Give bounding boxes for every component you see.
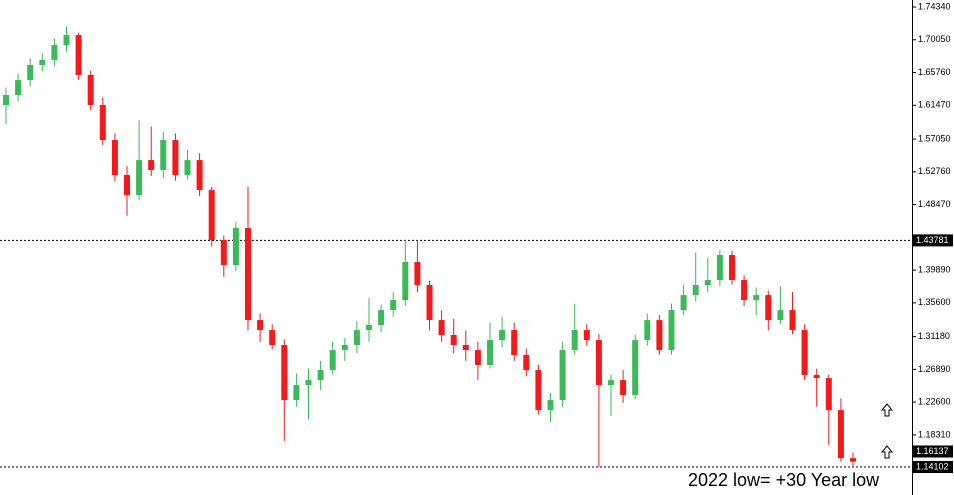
candle-body: [547, 400, 554, 411]
candle-body: [644, 320, 651, 341]
price-label: 1.16137: [916, 446, 949, 456]
candle-body: [39, 60, 46, 66]
candle-body: [789, 310, 796, 331]
candle-body: [487, 340, 493, 366]
candle-body: [704, 280, 711, 286]
candle-body: [632, 340, 639, 396]
candle-body: [87, 74, 94, 106]
candle-body: [305, 380, 312, 386]
candle-body: [51, 45, 58, 61]
candle-body: [595, 340, 602, 386]
candle-body: [390, 300, 397, 311]
y-tick-label: 1.61470: [918, 100, 951, 110]
candle-body: [523, 355, 530, 371]
candle-body: [232, 228, 239, 266]
candle-body: [99, 105, 106, 141]
y-tick-label: 1.26890: [918, 364, 951, 374]
y-tick-label: 1.35600: [918, 297, 951, 307]
candle-body: [220, 240, 227, 266]
candle-body: [172, 140, 179, 176]
candle-body: [825, 378, 832, 411]
price-label-box: [913, 461, 953, 474]
y-tick-label: 1.39890: [918, 264, 951, 274]
candle-body: [656, 320, 663, 351]
candle-body: [620, 380, 627, 396]
candle-body: [571, 330, 578, 351]
candle-body: [462, 345, 469, 351]
y-tick-label: 1.48470: [918, 199, 951, 209]
candle-body: [15, 80, 22, 95]
y-tick-label: 1.70050: [918, 34, 951, 44]
candle-body: [511, 330, 518, 356]
candle-body: [27, 65, 34, 81]
candle-body: [801, 330, 808, 376]
candle-body: [75, 35, 82, 75]
candle-body: [438, 320, 445, 336]
candle-body: [196, 160, 203, 191]
candle-body: [160, 140, 167, 171]
candle-body: [741, 280, 748, 301]
y-tick-label: 1.65760: [918, 67, 951, 77]
price-label-box: [913, 445, 953, 458]
arrow-icon: [880, 403, 894, 417]
candle-body: [208, 190, 215, 241]
candle-body: [353, 330, 360, 346]
candle-body: [765, 295, 772, 321]
candle-body: [257, 320, 264, 331]
candle-body: [329, 350, 336, 371]
y-tick-label: 1.18310: [918, 429, 951, 439]
candle-body: [668, 310, 675, 351]
price-label: 1.43781: [916, 235, 949, 245]
candle-body: [850, 458, 856, 462]
candle-body: [269, 330, 276, 346]
candle-body: [317, 370, 324, 381]
candle-body: [293, 385, 300, 401]
candle-body: [124, 175, 130, 196]
price-label-box: [913, 234, 953, 247]
candle-body: [426, 285, 433, 321]
candle-body: [535, 370, 542, 411]
candle-body: [245, 228, 251, 321]
candle-body: [680, 295, 687, 311]
candle-body: [281, 345, 288, 401]
candle-body: [474, 350, 481, 366]
y-tick-label: 1.57050: [918, 133, 951, 143]
candle-body: [184, 160, 191, 176]
candle-body: [559, 350, 566, 401]
candle-body: [136, 160, 143, 196]
candle-body: [837, 410, 844, 459]
candle-body: [366, 325, 372, 331]
y-tick-label: 1.52760: [918, 166, 951, 176]
price-label: 1.14102: [916, 461, 949, 471]
candle-body: [608, 380, 614, 386]
candle-body: [729, 255, 735, 281]
y-tick-label: 1.31180: [918, 331, 950, 341]
candle-body: [341, 345, 348, 351]
annotation: 2022 low= +30 Year low: [688, 470, 880, 490]
candle-body: [414, 262, 421, 286]
candle-body: [63, 35, 70, 46]
candle-body: [499, 330, 506, 341]
candle-body: [777, 310, 784, 321]
candle-body: [813, 375, 820, 379]
candle-body: [692, 285, 699, 296]
candle-body: [402, 262, 409, 301]
candle-body: [716, 255, 723, 281]
candle-body: [3, 94, 9, 106]
y-tick-label: 1.22600: [918, 397, 951, 407]
candle-body: [148, 160, 155, 171]
y-tick-label: 1.74340: [918, 1, 951, 11]
candle-body: [450, 335, 457, 346]
candle-body: [378, 310, 385, 326]
candle-body: [753, 295, 760, 301]
candle-body: [583, 330, 590, 341]
arrow-icon: [880, 445, 894, 459]
candle-body: [111, 140, 118, 176]
